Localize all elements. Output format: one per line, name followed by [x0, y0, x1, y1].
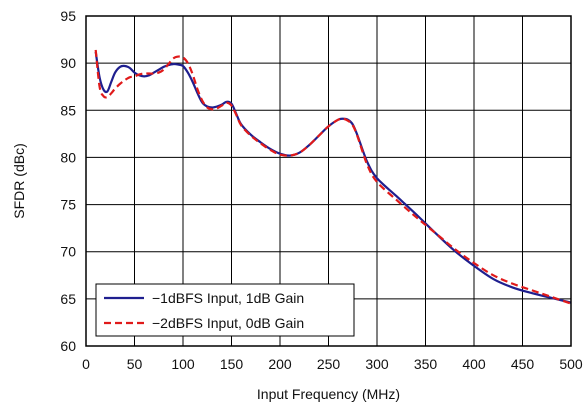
series-line-1 — [94, 51, 572, 304]
y-tick-label: 75 — [60, 197, 76, 213]
x-axis-label: Input Frequency (MHz) — [257, 386, 400, 402]
x-tick-labels: 0 50 100 150 200 250 300 350 400 450 500 — [82, 356, 583, 372]
y-tick-label: 80 — [60, 149, 76, 165]
y-tick-label: 95 — [60, 8, 76, 24]
x-tick-label: 500 — [559, 356, 583, 372]
x-tick-label: 350 — [414, 356, 438, 372]
legend-box — [95, 283, 355, 337]
y-tick-label: 65 — [60, 291, 76, 307]
x-tick-label: 400 — [462, 356, 486, 372]
series-lines — [94, 49, 572, 305]
legend: −1dBFS Input, 1dB Gain −2dBFS Input, 0dB… — [95, 283, 355, 337]
x-tick-label: 300 — [365, 356, 389, 372]
legend-entry-series-1: −1dBFS Input, 1dB Gain — [152, 290, 304, 306]
y-tick-label: 85 — [60, 102, 76, 118]
y-tick-label: 60 — [60, 338, 76, 354]
y-tick-label: 70 — [60, 244, 76, 260]
x-tick-label: 0 — [82, 356, 90, 372]
plot-area-frame — [85, 15, 572, 347]
series-line-2 — [94, 49, 572, 305]
x-tick-label: 50 — [127, 356, 143, 372]
y-tick-label: 90 — [60, 55, 76, 71]
x-tick-label: 100 — [171, 356, 195, 372]
y-tick-labels: 60 65 70 75 80 85 90 95 — [60, 8, 76, 354]
x-tick-label: 450 — [511, 356, 535, 372]
y-axis-label: SFDR (dBc) — [11, 143, 27, 218]
x-tick-label: 250 — [317, 356, 341, 372]
legend-entry-series-2: −2dBFS Input, 0dB Gain — [152, 315, 304, 331]
x-tick-label: 150 — [220, 356, 244, 372]
x-tick-label: 200 — [268, 356, 292, 372]
